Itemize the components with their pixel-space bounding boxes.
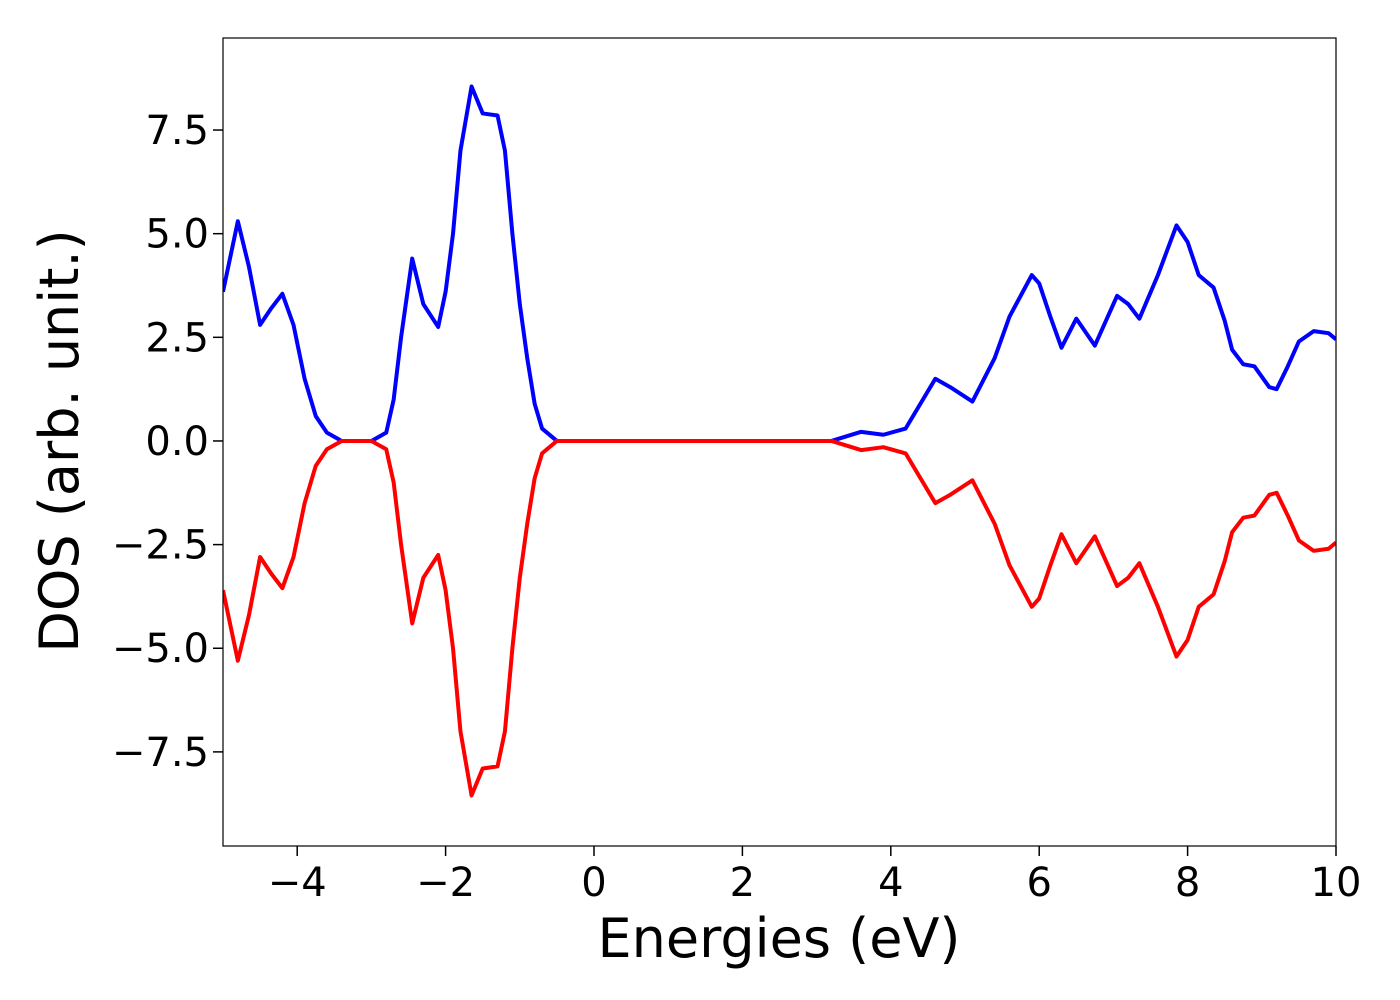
x-tick-label: 6 (1026, 860, 1051, 906)
y-tick-label: 0.0 (145, 419, 209, 465)
line-series (223, 438, 1336, 798)
x-tick-label: 10 (1311, 860, 1362, 906)
plot-frame (222, 37, 1337, 847)
x-tick-label: 8 (1175, 860, 1200, 906)
x-tick-label: 0 (581, 860, 606, 906)
y-tick-label: −7.5 (112, 730, 209, 776)
y-tick-label: −2.5 (112, 523, 209, 569)
x-tick-label: −2 (416, 860, 475, 906)
x-tick-label: −4 (268, 860, 327, 906)
y-tick-label: 7.5 (145, 108, 209, 154)
x-axis-label: Energies (eV) (598, 907, 961, 970)
y-tick-label: 5.0 (145, 212, 209, 258)
y-tick-label: −5.0 (112, 626, 209, 672)
x-tick-label: 2 (730, 860, 755, 906)
line-series (223, 84, 1336, 443)
y-axis-label: DOS (arb. unit.) (28, 229, 91, 652)
x-tick-label: 4 (878, 860, 903, 906)
y-tick-label: 2.5 (145, 315, 209, 361)
